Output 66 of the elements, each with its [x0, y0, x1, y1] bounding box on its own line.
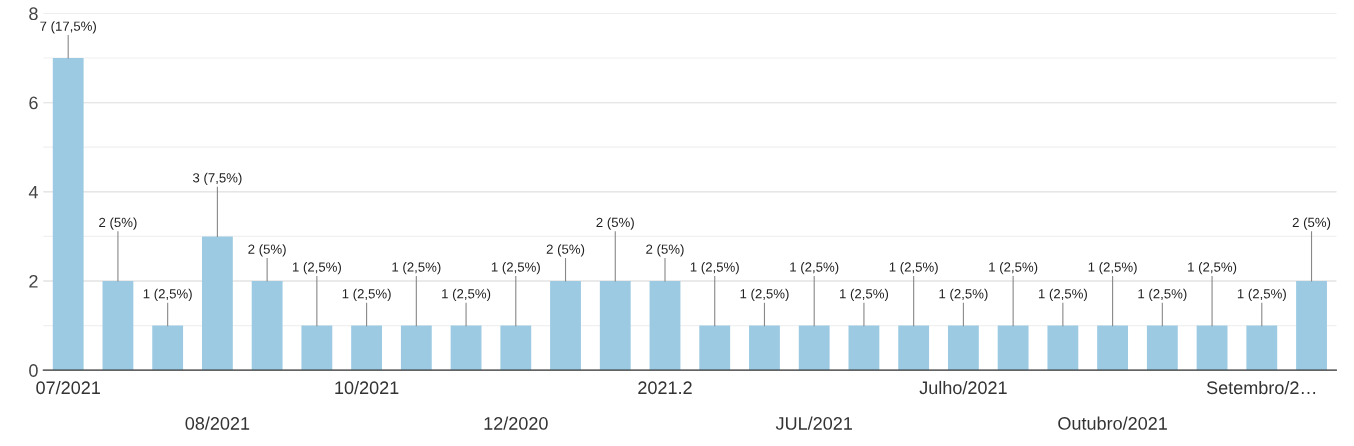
y-tick-label: 4	[28, 185, 38, 199]
data-label: 1 (2,5%)	[889, 261, 938, 275]
x-tick-label: 07/2021	[36, 380, 100, 395]
x-tick-label: 10/2021	[335, 380, 399, 395]
bar	[301, 325, 333, 371]
bar	[1196, 325, 1228, 371]
bar	[749, 325, 780, 371]
bar	[102, 280, 134, 371]
data-label: 1 (2,5%)	[1188, 261, 1237, 275]
x-tick-label: Julho/2021	[919, 380, 1007, 395]
x-tick-label: 08/2021	[185, 416, 250, 430]
bar	[201, 236, 233, 371]
data-label: 7 (17,5%)	[40, 21, 96, 34]
data-label: 2 (5%)	[646, 244, 684, 257]
data-label: 3 (7,5%)	[192, 172, 242, 186]
y-tick-label: 8	[29, 7, 38, 21]
bar	[1146, 325, 1178, 371]
bar	[1296, 280, 1327, 371]
data-label: 1 (2,5%)	[392, 261, 441, 275]
bar	[550, 280, 581, 371]
data-label: 1 (2,5%)	[939, 288, 988, 302]
bar	[1246, 325, 1278, 371]
y-tick-label: 6	[29, 96, 38, 110]
bar	[1097, 325, 1129, 371]
bar	[1047, 325, 1079, 371]
y-tick-label: 2	[29, 274, 38, 288]
y-tick-label: 0	[29, 364, 38, 377]
data-label: 2 (5%)	[99, 217, 137, 230]
data-label: 1 (2,5%)	[740, 288, 789, 302]
x-tick-label: Setembro/2…	[1206, 380, 1316, 395]
bar	[848, 325, 880, 371]
bar	[947, 325, 979, 371]
x-tick-label: Outubro/2021	[1058, 416, 1167, 430]
data-label: 1 (2,5%)	[491, 261, 540, 275]
bar	[52, 57, 84, 371]
bar	[649, 280, 681, 371]
bar	[351, 325, 383, 371]
bar	[599, 280, 631, 371]
x-tick-label: 2021.2	[638, 381, 692, 395]
data-label: 2 (5%)	[248, 244, 286, 257]
data-label: 1 (2,5%)	[442, 288, 491, 302]
x-tick-label: JUL/2021	[775, 416, 852, 430]
data-label: 1 (2,5%)	[690, 261, 739, 275]
bar	[500, 325, 532, 371]
data-label: 1 (2,5%)	[989, 261, 1038, 275]
bar	[450, 325, 482, 371]
data-label: 2 (5%)	[546, 244, 585, 257]
bar	[798, 325, 830, 371]
data-label: 1 (2,5%)	[840, 288, 889, 302]
bar	[152, 325, 184, 371]
data-label: 1 (2,5%)	[143, 288, 192, 302]
bar	[251, 280, 283, 371]
data-label: 1 (2,5%)	[342, 288, 391, 302]
data-label: 1 (2,5%)	[1138, 288, 1187, 302]
data-label: 1 (2,5%)	[1088, 261, 1137, 275]
bar	[898, 325, 930, 371]
data-label: 1 (2,5%)	[1038, 288, 1087, 302]
bar	[699, 325, 731, 371]
data-label: 1 (2,5%)	[292, 261, 341, 275]
data-label: 1 (2,5%)	[1237, 288, 1286, 302]
bar	[400, 325, 432, 371]
data-label: 2 (5%)	[1292, 217, 1331, 230]
x-tick-label: 12/2020	[484, 416, 548, 430]
data-label: 2 (5%)	[596, 217, 634, 230]
data-label: 1 (2,5%)	[790, 261, 839, 275]
bar	[997, 325, 1029, 371]
